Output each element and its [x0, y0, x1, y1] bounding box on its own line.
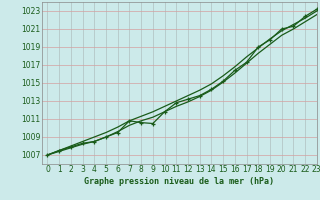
X-axis label: Graphe pression niveau de la mer (hPa): Graphe pression niveau de la mer (hPa) — [84, 177, 274, 186]
